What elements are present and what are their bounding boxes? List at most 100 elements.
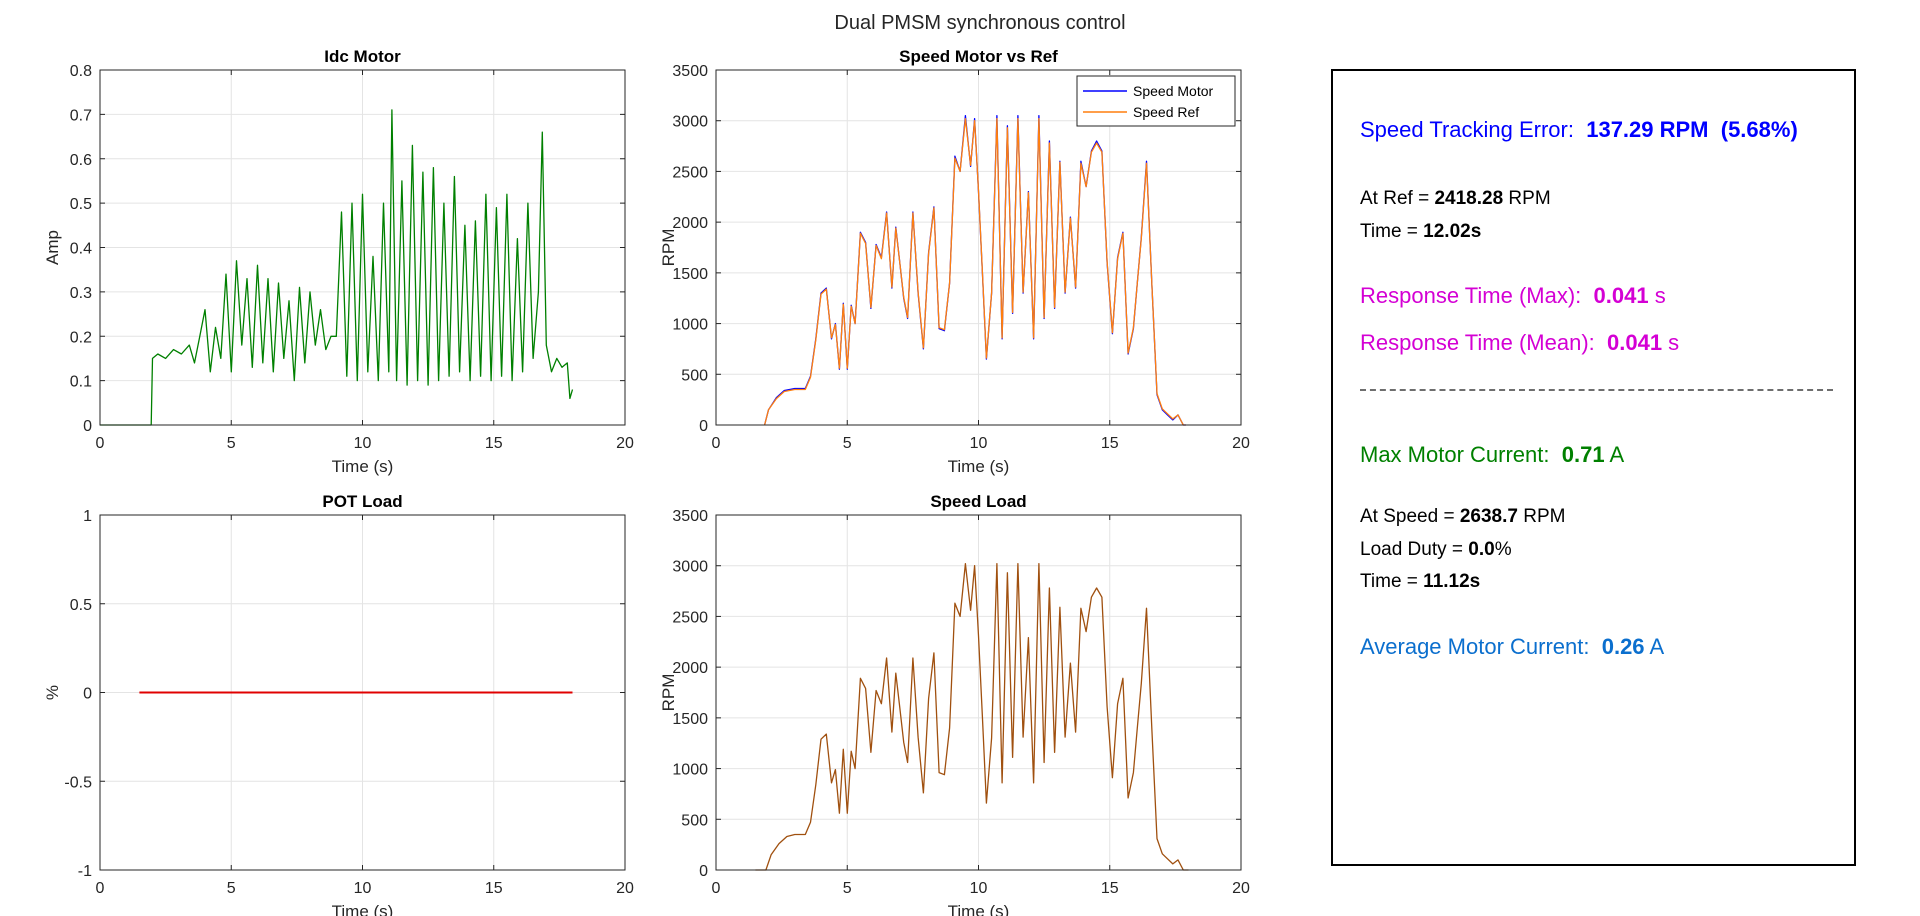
response-mean-line: Response Time (Mean): 0.041 s [1360,330,1679,356]
max-current-value: 0.71 [1561,442,1605,467]
load-duty-unit: % [1494,539,1512,560]
x-tick-label: 0 [96,880,105,897]
time-current-line: Time = 11.12s [1360,571,1480,593]
y-tick-label: 500 [681,367,708,384]
response-mean-unit: s [1662,330,1680,355]
x-tick-label: 20 [616,880,634,897]
at-ref-unit: RPM [1503,188,1551,209]
at-speed-unit: RPM [1517,506,1566,527]
x-tick-label: 15 [485,880,503,897]
y-tick-label: 0.4 [70,241,92,258]
y-tick-label: 2000 [672,215,708,232]
separator-dashed-line [1360,389,1833,391]
response-mean-label: Response Time (Mean): [1360,330,1595,355]
x-tick-label: 15 [485,435,503,452]
y-tick-label: 0 [83,418,92,435]
x-tick-label: 10 [970,880,988,897]
legend-entry: Speed Ref [1133,104,1199,120]
series-line-speedload-0 [755,563,1189,871]
chart-title: Speed Motor vs Ref [899,47,1058,66]
chart-idc: 0 5 10 15 20 0 0.1 0.2 0.3 0.4 0.5 0.6 0.7 0.8 Idc Mot… [43,47,634,476]
y-tick-label: 0.5 [70,597,92,614]
avg-current-line: Average Motor Current: 0.26 A [1360,634,1664,660]
x-tick-label: 20 [616,435,634,452]
at-ref-label: At Ref = [1360,188,1435,209]
y-tick-label: 0.7 [70,107,92,124]
x-axis-label: Time (s) [332,457,394,476]
x-tick-label: 10 [354,435,372,452]
time-error-line: Time = 12.02s [1360,221,1481,243]
chart-speedload: 0 5 10 15 20 0 500 1000 1500 2000 2500 3000 3500 Spee… [659,492,1250,916]
y-tick-label: 1500 [672,266,708,283]
x-tick-label: 0 [712,880,721,897]
y-tick-label: 500 [681,812,708,829]
response-max-label: Response Time (Max): [1360,283,1582,308]
y-tick-label: 3500 [672,508,708,525]
y-tick-label: 1000 [672,762,708,779]
y-tick-label: 0 [83,686,92,703]
max-current-line: Max Motor Current: 0.71 A [1360,442,1624,468]
x-tick-label: 10 [354,880,372,897]
x-tick-label: 5 [843,435,852,452]
x-tick-label: 5 [227,435,236,452]
series-line-speed-ref [763,118,1186,426]
at-speed-label: At Speed = [1360,506,1460,527]
chart-title: POT Load [322,492,402,511]
at-speed-value: 2638.7 [1459,506,1518,527]
y-tick-label: 1500 [672,711,708,728]
at-ref-line: At Ref = 2418.28 RPM [1360,188,1551,210]
y-tick-label: 0 [699,863,708,880]
tracking-error-value: 137.29 RPM [1586,117,1709,142]
y-tick-label: -1 [78,863,92,880]
x-tick-label: 20 [1232,880,1250,897]
tracking-error-label: Speed Tracking Error: [1360,117,1574,142]
x-tick-label: 15 [1101,435,1119,452]
chart-pot: 0 5 10 15 20 -1 -0.5 0 0.5 1 POT Load Time (s)% [43,492,634,916]
y-tick-label: 3000 [672,559,708,576]
y-tick-label: 1 [83,508,92,525]
at-speed-line: At Speed = 2638.7 RPM [1360,506,1565,528]
load-duty-value: 0.0 [1468,539,1495,560]
response-max-line: Response Time (Max): 0.041 s [1360,283,1666,309]
y-axis-label: RPM [659,229,678,267]
y-axis-label: % [43,685,62,700]
time-error-value: 12.02s [1423,221,1482,242]
y-axis-label: RPM [659,674,678,712]
x-tick-label: 15 [1101,880,1119,897]
y-tick-label: 0 [699,418,708,435]
max-current-unit: A [1604,442,1625,467]
y-tick-label: 0.8 [70,63,92,80]
tracking-error-line: Speed Tracking Error: 137.29 RPM (5.68%) [1360,117,1798,143]
y-tick-label: 2500 [672,609,708,626]
series-line-idc-0 [100,109,574,426]
x-tick-label: 5 [843,880,852,897]
response-max-unit: s [1648,283,1666,308]
x-axis-label: Time (s) [332,902,394,916]
y-tick-label: 0.5 [70,196,92,213]
response-max-value: 0.041 [1593,283,1649,308]
max-current-label: Max Motor Current: [1360,442,1550,467]
statistics-panel: Speed Tracking Error: 137.29 RPM (5.68%)… [1331,69,1856,866]
avg-current-label: Average Motor Current: [1360,634,1590,659]
avg-current-unit: A [1644,634,1665,659]
y-tick-label: 0.6 [70,152,92,169]
chart-title: Idc Motor [324,47,401,66]
load-duty-label: Load Duty = [1360,539,1469,560]
y-axis-label: Amp [43,230,62,265]
time-current-value: 11.12s [1423,571,1481,592]
chart-title: Speed Load [930,492,1026,511]
tracking-error-pct: (5.68%) [1720,117,1798,142]
y-tick-label: 0.3 [70,285,92,302]
avg-current-value: 0.26 [1601,634,1645,659]
legend-entry: Speed Motor [1133,83,1213,99]
y-tick-label: -0.5 [64,774,92,791]
legend-box [1076,75,1236,127]
load-duty-line: Load Duty = 0.0% [1360,539,1512,561]
y-tick-label: 2000 [672,660,708,677]
x-axis-label: Time (s) [948,902,1010,916]
response-mean-value: 0.041 [1607,330,1663,355]
y-tick-label: 2500 [672,164,708,181]
x-tick-label: 20 [1232,435,1250,452]
chart-speed: 0 5 10 15 20 0 500 1000 1500 2000 2500 3000 3500 Spee… [659,47,1250,476]
